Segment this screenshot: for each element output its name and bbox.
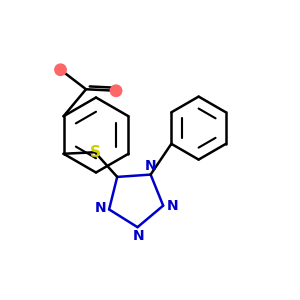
Text: N: N — [133, 229, 145, 243]
Text: N: N — [94, 201, 106, 215]
Text: N: N — [167, 199, 178, 213]
Circle shape — [55, 64, 66, 75]
Text: N: N — [145, 159, 156, 173]
Text: S: S — [89, 145, 100, 160]
Circle shape — [110, 85, 122, 96]
